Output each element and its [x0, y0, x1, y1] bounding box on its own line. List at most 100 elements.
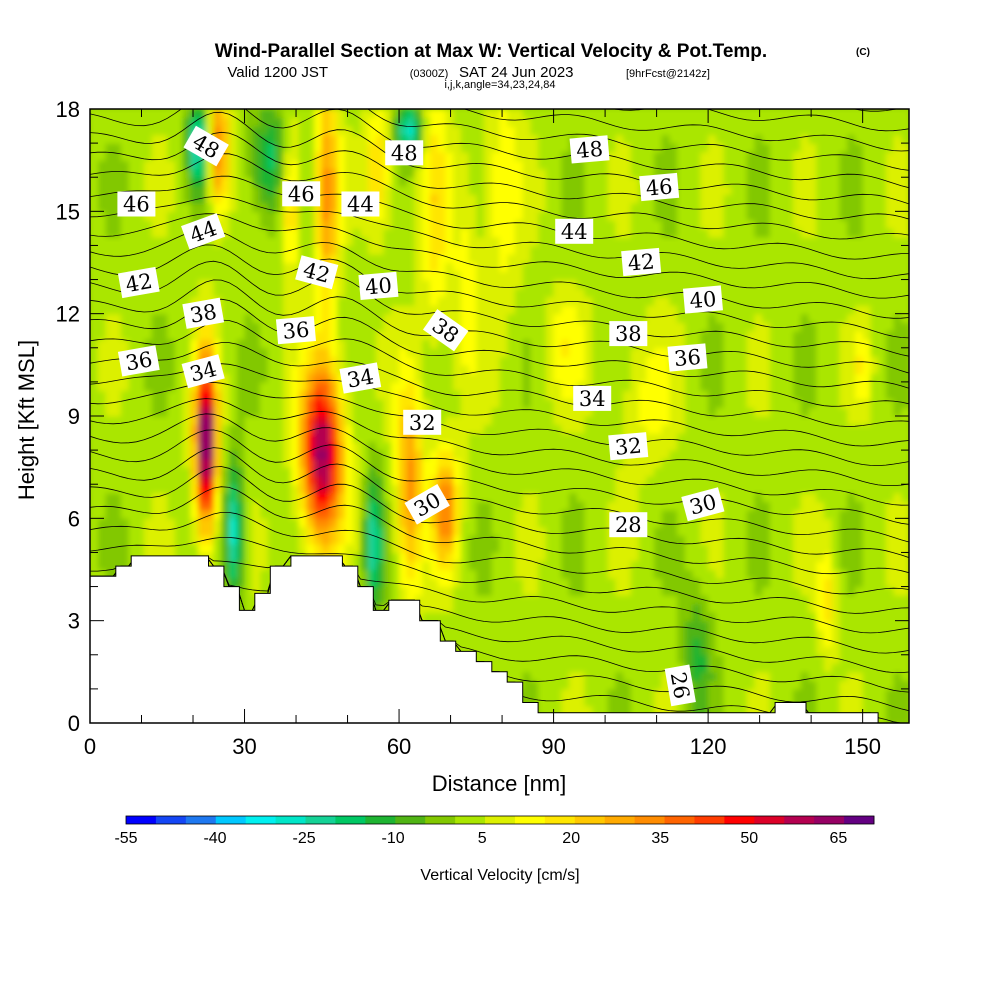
- field-cell: [522, 109, 532, 119]
- field-cell: [484, 578, 493, 588]
- field-cell: [514, 168, 524, 178]
- field-cell: [298, 501, 307, 511]
- field-cell: [244, 433, 253, 443]
- field-cell: [337, 305, 346, 315]
- field-cell: [406, 109, 416, 119]
- field-cell: [538, 552, 547, 562]
- field-cell: [190, 211, 199, 221]
- field-cell: [321, 373, 331, 383]
- field-cell: [136, 151, 145, 161]
- field-cell: [569, 526, 578, 536]
- field-cell: [321, 245, 331, 255]
- field-cell: [306, 296, 315, 306]
- field-cell: [221, 160, 230, 170]
- field-cell: [569, 253, 578, 264]
- field-cell: [514, 484, 524, 494]
- field-cell: [375, 134, 385, 144]
- field-cell: [561, 637, 570, 647]
- field-cell: [267, 134, 277, 144]
- field-cell: [105, 441, 114, 451]
- field-cell: [190, 109, 199, 119]
- field-cell: [174, 202, 184, 212]
- field-cell: [113, 450, 122, 460]
- field-cell: [592, 288, 601, 298]
- field-cell: [329, 475, 338, 485]
- field-cell: [128, 253, 137, 264]
- field-cell: [337, 236, 346, 247]
- field-cell: [236, 271, 246, 281]
- field-cell: [576, 424, 586, 434]
- field-cell: [468, 424, 477, 434]
- field-cell: [445, 168, 454, 178]
- field-cell: [584, 450, 593, 460]
- field-cell: [429, 390, 439, 400]
- field-cell: [391, 441, 400, 451]
- field-cell: [267, 501, 277, 511]
- field-cell: [584, 339, 593, 349]
- field-cell: [569, 262, 578, 272]
- field-cell: [538, 253, 547, 264]
- field-cell: [221, 509, 230, 519]
- field-cell: [429, 475, 439, 485]
- field-cell: [522, 433, 532, 443]
- field-cell: [460, 586, 470, 596]
- field-cell: [561, 569, 570, 579]
- field-cell: [167, 236, 176, 247]
- field-cell: [460, 194, 470, 204]
- field-cell: [360, 492, 369, 502]
- field-cell: [391, 211, 400, 221]
- field-cell: [259, 569, 269, 579]
- field-cell: [290, 450, 300, 460]
- field-cell: [283, 279, 292, 289]
- field-cell: [522, 595, 532, 605]
- field-cell: [151, 305, 161, 315]
- field-cell: [360, 143, 369, 153]
- field-cell: [514, 228, 524, 238]
- field-cell: [391, 219, 400, 229]
- field-cell: [460, 381, 470, 392]
- field-cell: [174, 398, 184, 409]
- field-cell: [244, 313, 253, 323]
- field-cell: [329, 364, 338, 374]
- field-cell: [484, 484, 493, 494]
- field-cell: [314, 381, 323, 392]
- field-cell: [167, 228, 176, 238]
- field-cell: [144, 177, 153, 187]
- field-cell: [314, 416, 323, 426]
- field-cell: [298, 296, 307, 306]
- field-cell: [236, 109, 246, 119]
- field-cell: [476, 330, 485, 340]
- field-cell: [90, 509, 99, 519]
- field-cell: [190, 168, 199, 178]
- field-cell: [445, 279, 454, 289]
- field-cell: [244, 543, 253, 554]
- field-cell: [329, 236, 338, 247]
- field-cell: [159, 313, 168, 323]
- field-cell: [623, 620, 632, 630]
- field-cell: [545, 646, 555, 656]
- field-cell: [329, 219, 338, 229]
- field-cell: [321, 194, 331, 204]
- field-cell: [97, 117, 107, 127]
- field-cell: [275, 134, 284, 144]
- field-cell: [576, 560, 586, 571]
- field-cell: [236, 288, 246, 298]
- field-cell: [144, 373, 153, 383]
- field-cell: [221, 313, 230, 323]
- field-cell: [484, 629, 493, 639]
- field-cell: [429, 211, 439, 221]
- field-cell: [569, 177, 578, 187]
- field-cell: [522, 416, 532, 426]
- field-cell: [429, 202, 439, 212]
- field-cell: [399, 262, 408, 272]
- field-cell: [244, 296, 253, 306]
- field-cell: [607, 552, 616, 562]
- field-cell: [445, 271, 454, 281]
- field-cell: [97, 433, 107, 443]
- field-cell: [229, 552, 238, 562]
- field-cell: [553, 441, 562, 451]
- field-cell: [561, 654, 570, 664]
- field-cell: [182, 279, 192, 289]
- field-cell: [283, 219, 292, 229]
- field-cell: [615, 595, 624, 605]
